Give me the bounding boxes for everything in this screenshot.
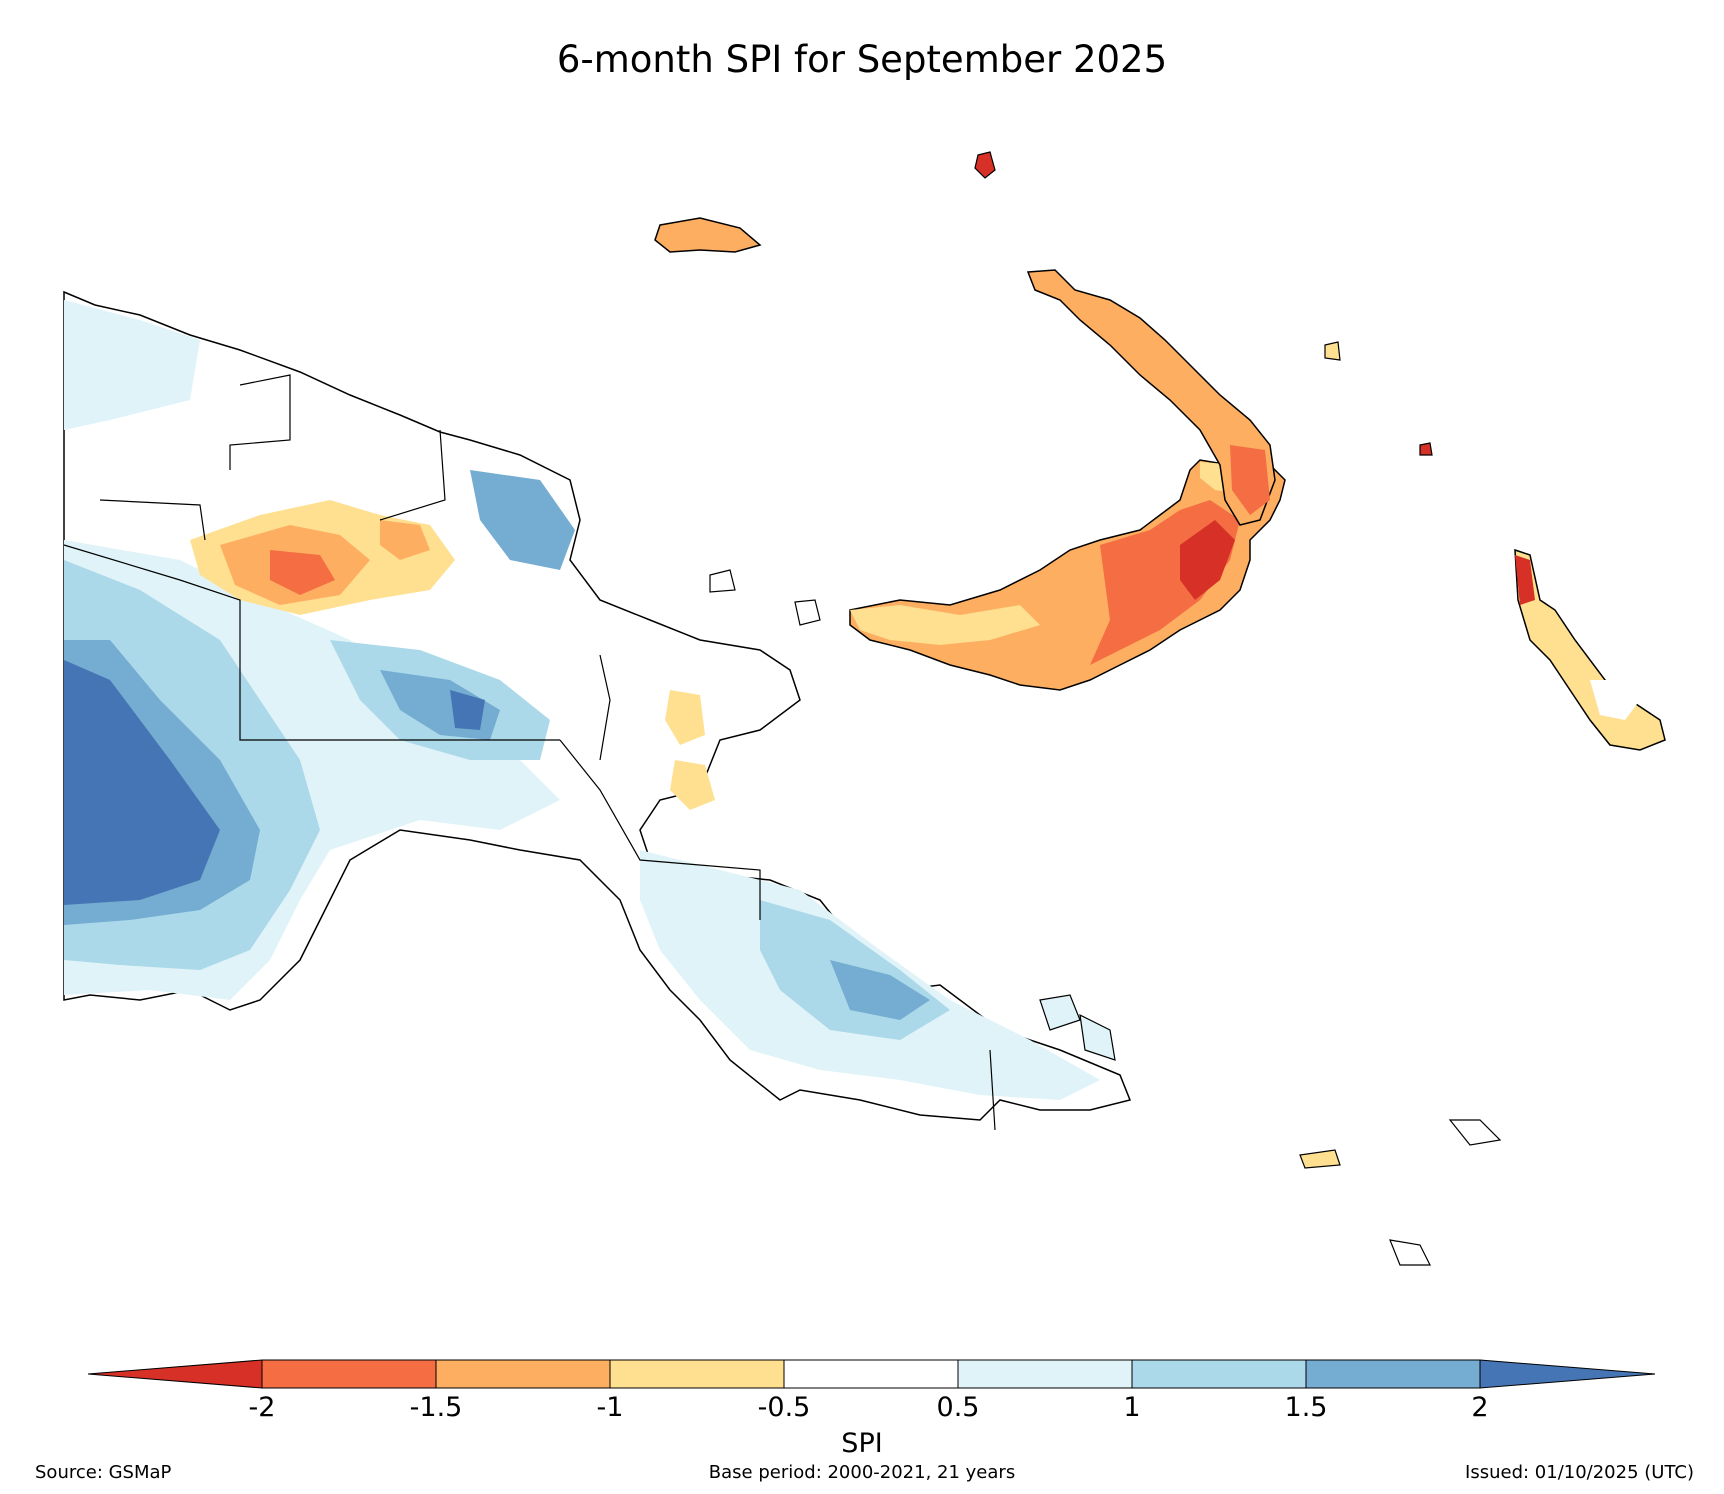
colorbar-tick: 1.5 xyxy=(1284,1392,1328,1423)
spi-red-bougainville xyxy=(1515,555,1535,605)
new-ireland xyxy=(1026,269,1276,526)
spi-darkest-blue-west xyxy=(64,660,220,905)
colorbar-tick: -1.5 xyxy=(409,1392,463,1423)
colorbar-tick: 1 xyxy=(1123,1392,1141,1423)
bougainville xyxy=(1514,548,1666,751)
map-title: 6-month SPI for September 2025 xyxy=(556,38,1168,81)
spi-orange-highlands-east xyxy=(380,520,430,560)
bougainville-outline xyxy=(1514,548,1666,751)
colorbar-tick: -2 xyxy=(248,1392,276,1423)
spi-darkred-new-britain xyxy=(1180,520,1235,600)
spi-light-bougainville xyxy=(1590,680,1640,720)
spi-yellow-east-a xyxy=(665,690,705,745)
spi-light-blue-north xyxy=(64,300,200,430)
colorbar-bin xyxy=(435,1359,611,1389)
colorbar-label: SPI xyxy=(841,1428,883,1459)
colorbar-bin xyxy=(261,1359,437,1389)
spi-darkest-blue-central xyxy=(450,690,485,730)
colorbar-tick: 0.5 xyxy=(936,1392,980,1423)
spi-dark-blue-tail xyxy=(830,960,930,1020)
new-britain xyxy=(849,459,1286,691)
small-islands xyxy=(709,151,1502,1266)
spi-red-highlands xyxy=(270,550,335,595)
manus-outline xyxy=(654,217,762,253)
colorbar-bin xyxy=(957,1359,1133,1389)
manus xyxy=(654,217,762,253)
spi-yellow-new-britain xyxy=(850,605,1040,645)
issued-date: Issued: 01/10/2025 (UTC) xyxy=(1465,1462,1694,1483)
source-note: Source: GSMaP xyxy=(35,1462,172,1483)
colorbar-tick: 2 xyxy=(1471,1392,1489,1423)
spi-blue-north-coast xyxy=(470,470,575,570)
spi-red-new-ireland xyxy=(1230,445,1270,515)
colorbar-extend-low xyxy=(87,1359,263,1389)
colorbar-bin xyxy=(1305,1359,1481,1389)
colorbar-tick: -0.5 xyxy=(757,1392,811,1423)
base-period-note: Base period: 2000-2021, 21 years xyxy=(708,1462,1016,1483)
colorbar-extend-high xyxy=(1479,1359,1656,1389)
colorbar-bin xyxy=(1131,1359,1307,1389)
colorbar-bin xyxy=(783,1359,959,1389)
spi-yellow-east-b xyxy=(670,760,715,810)
colorbar-tick: -1 xyxy=(596,1392,624,1423)
colorbar-bin xyxy=(609,1359,785,1389)
png-mainland xyxy=(63,290,1132,1131)
colorbar xyxy=(87,1359,1656,1389)
